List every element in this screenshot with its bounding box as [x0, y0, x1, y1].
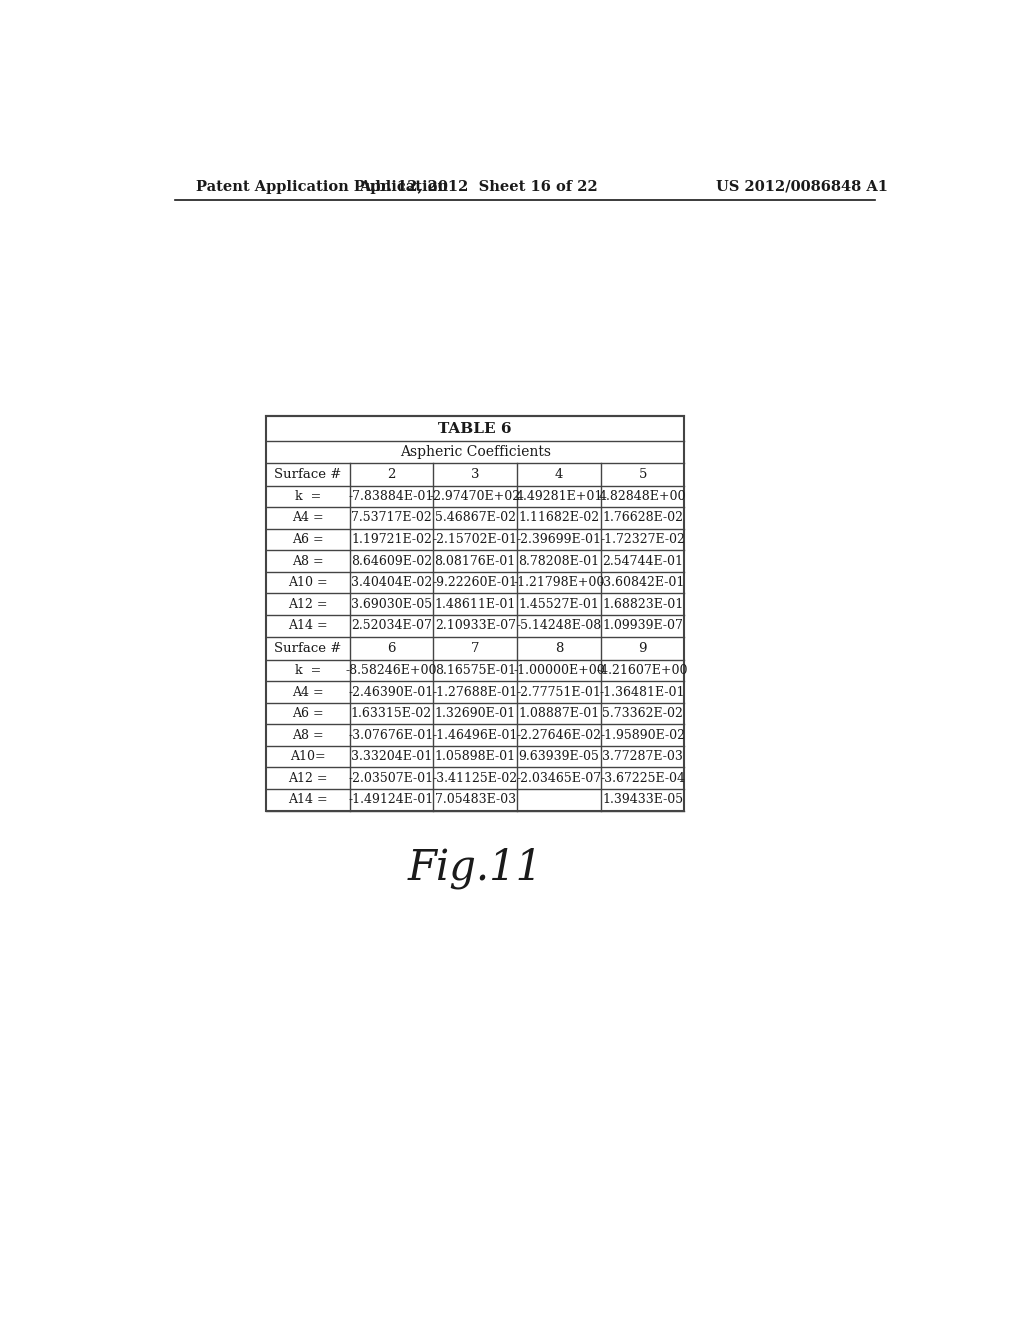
Text: -2.03465E-07: -2.03465E-07 [516, 772, 601, 785]
Text: 1.76628E-02: 1.76628E-02 [602, 511, 683, 524]
Text: 1.48611E-01: 1.48611E-01 [434, 598, 516, 611]
Text: 9.63939E-05: 9.63939E-05 [518, 750, 599, 763]
Text: 5.73362E-02: 5.73362E-02 [602, 708, 683, 721]
Text: 5: 5 [638, 467, 647, 480]
Text: 1.11682E-02: 1.11682E-02 [518, 511, 599, 524]
Text: A6 =: A6 = [292, 708, 324, 721]
Text: 7: 7 [471, 642, 479, 655]
Text: Fig.11: Fig.11 [408, 847, 543, 890]
Text: TABLE 6: TABLE 6 [438, 421, 512, 436]
Text: -1.21798E+00: -1.21798E+00 [513, 576, 604, 589]
Text: 1.08887E-01: 1.08887E-01 [518, 708, 599, 721]
Text: 3.40404E-02: 3.40404E-02 [351, 576, 432, 589]
Text: -3.60842E-01: -3.60842E-01 [600, 576, 685, 589]
Text: 1.32690E-01: 1.32690E-01 [434, 708, 516, 721]
Text: -7.83884E-01: -7.83884E-01 [349, 490, 434, 503]
Text: A8 =: A8 = [292, 554, 324, 568]
Text: -1.95890E-02: -1.95890E-02 [600, 729, 685, 742]
Text: -5.14248E-08: -5.14248E-08 [516, 619, 601, 632]
Text: -8.58246E+00: -8.58246E+00 [346, 664, 437, 677]
Text: A10=: A10= [290, 750, 326, 763]
Text: 5.46867E-02: 5.46867E-02 [435, 511, 516, 524]
Text: 2: 2 [387, 467, 395, 480]
Text: -3.41125E-02: -3.41125E-02 [432, 772, 518, 785]
Text: -2.03507E-01: -2.03507E-01 [349, 772, 434, 785]
Text: -1.36481E-01: -1.36481E-01 [600, 685, 685, 698]
Text: -1.72327E-02: -1.72327E-02 [600, 533, 685, 546]
Bar [266, 416, 684, 810]
Text: -1.49124E-01: -1.49124E-01 [349, 793, 434, 807]
Text: 2.10933E-07: 2.10933E-07 [435, 619, 516, 632]
Text: k  =: k = [295, 664, 321, 677]
Text: A4 =: A4 = [292, 685, 324, 698]
Text: 1.05898E-01: 1.05898E-01 [434, 750, 516, 763]
Text: -2.77751E-01: -2.77751E-01 [516, 685, 601, 698]
Text: 1.39433E-05: 1.39433E-05 [602, 793, 683, 807]
Text: 1.19721E-02: 1.19721E-02 [351, 533, 432, 546]
Text: 8.08176E-01: 8.08176E-01 [434, 554, 516, 568]
Text: -4.21607E+00: -4.21607E+00 [597, 664, 688, 677]
Text: Surface #: Surface # [274, 642, 341, 655]
Text: -1.27688E-01: -1.27688E-01 [432, 685, 518, 698]
Text: Patent Application Publication: Patent Application Publication [197, 180, 449, 194]
Text: -1.46496E-01: -1.46496E-01 [432, 729, 518, 742]
Text: 1.63315E-02: 1.63315E-02 [351, 708, 432, 721]
Text: -2.46390E-01: -2.46390E-01 [349, 685, 434, 698]
Text: 9: 9 [638, 642, 647, 655]
Text: 6: 6 [387, 642, 395, 655]
Text: 7.05483E-03: 7.05483E-03 [434, 793, 516, 807]
Text: 3: 3 [471, 467, 479, 480]
Text: k  =: k = [295, 490, 321, 503]
Text: A6 =: A6 = [292, 533, 324, 546]
Text: 8.64609E-02: 8.64609E-02 [351, 554, 432, 568]
Text: -2.97470E+02: -2.97470E+02 [430, 490, 521, 503]
Text: Surface #: Surface # [274, 467, 341, 480]
Text: 4.49281E+01: 4.49281E+01 [515, 490, 602, 503]
Text: A14 =: A14 = [288, 619, 328, 632]
Text: A10 =: A10 = [288, 576, 328, 589]
Text: 3.33204E-01: 3.33204E-01 [351, 750, 432, 763]
Text: 4.82848E+00: 4.82848E+00 [599, 490, 686, 503]
Text: -2.15702E-01: -2.15702E-01 [433, 533, 518, 546]
Text: -2.39699E-01: -2.39699E-01 [516, 533, 601, 546]
Text: A8 =: A8 = [292, 729, 324, 742]
Text: 1.68823E-01: 1.68823E-01 [602, 598, 683, 611]
Text: -3.07676E-01: -3.07676E-01 [349, 729, 434, 742]
Text: 7.53717E-02: 7.53717E-02 [351, 511, 432, 524]
Text: 8.16575E-01: 8.16575E-01 [435, 664, 516, 677]
Text: -3.67225E-04: -3.67225E-04 [600, 772, 685, 785]
Text: 8.78208E-01: 8.78208E-01 [518, 554, 599, 568]
Text: A12 =: A12 = [288, 772, 328, 785]
Text: -9.22260E-01: -9.22260E-01 [433, 576, 518, 589]
Text: A4 =: A4 = [292, 511, 324, 524]
Text: 1.09939E-07: 1.09939E-07 [602, 619, 683, 632]
Text: Aspheric Coefficients: Aspheric Coefficients [399, 445, 551, 459]
Text: 2.54744E-01: 2.54744E-01 [602, 554, 683, 568]
Text: A12 =: A12 = [288, 598, 328, 611]
Text: 1.45527E-01: 1.45527E-01 [518, 598, 599, 611]
Text: 3.69030E-05: 3.69030E-05 [351, 598, 432, 611]
Text: 3.77287E-03: 3.77287E-03 [602, 750, 683, 763]
Text: 2.52034E-07: 2.52034E-07 [351, 619, 432, 632]
Text: -1.00000E+00: -1.00000E+00 [513, 664, 605, 677]
Text: US 2012/0086848 A1: US 2012/0086848 A1 [716, 180, 888, 194]
Text: 4: 4 [555, 467, 563, 480]
Text: Apr. 12, 2012  Sheet 16 of 22: Apr. 12, 2012 Sheet 16 of 22 [359, 180, 598, 194]
Text: 8: 8 [555, 642, 563, 655]
Text: -2.27646E-02: -2.27646E-02 [516, 729, 601, 742]
Text: A14 =: A14 = [288, 793, 328, 807]
